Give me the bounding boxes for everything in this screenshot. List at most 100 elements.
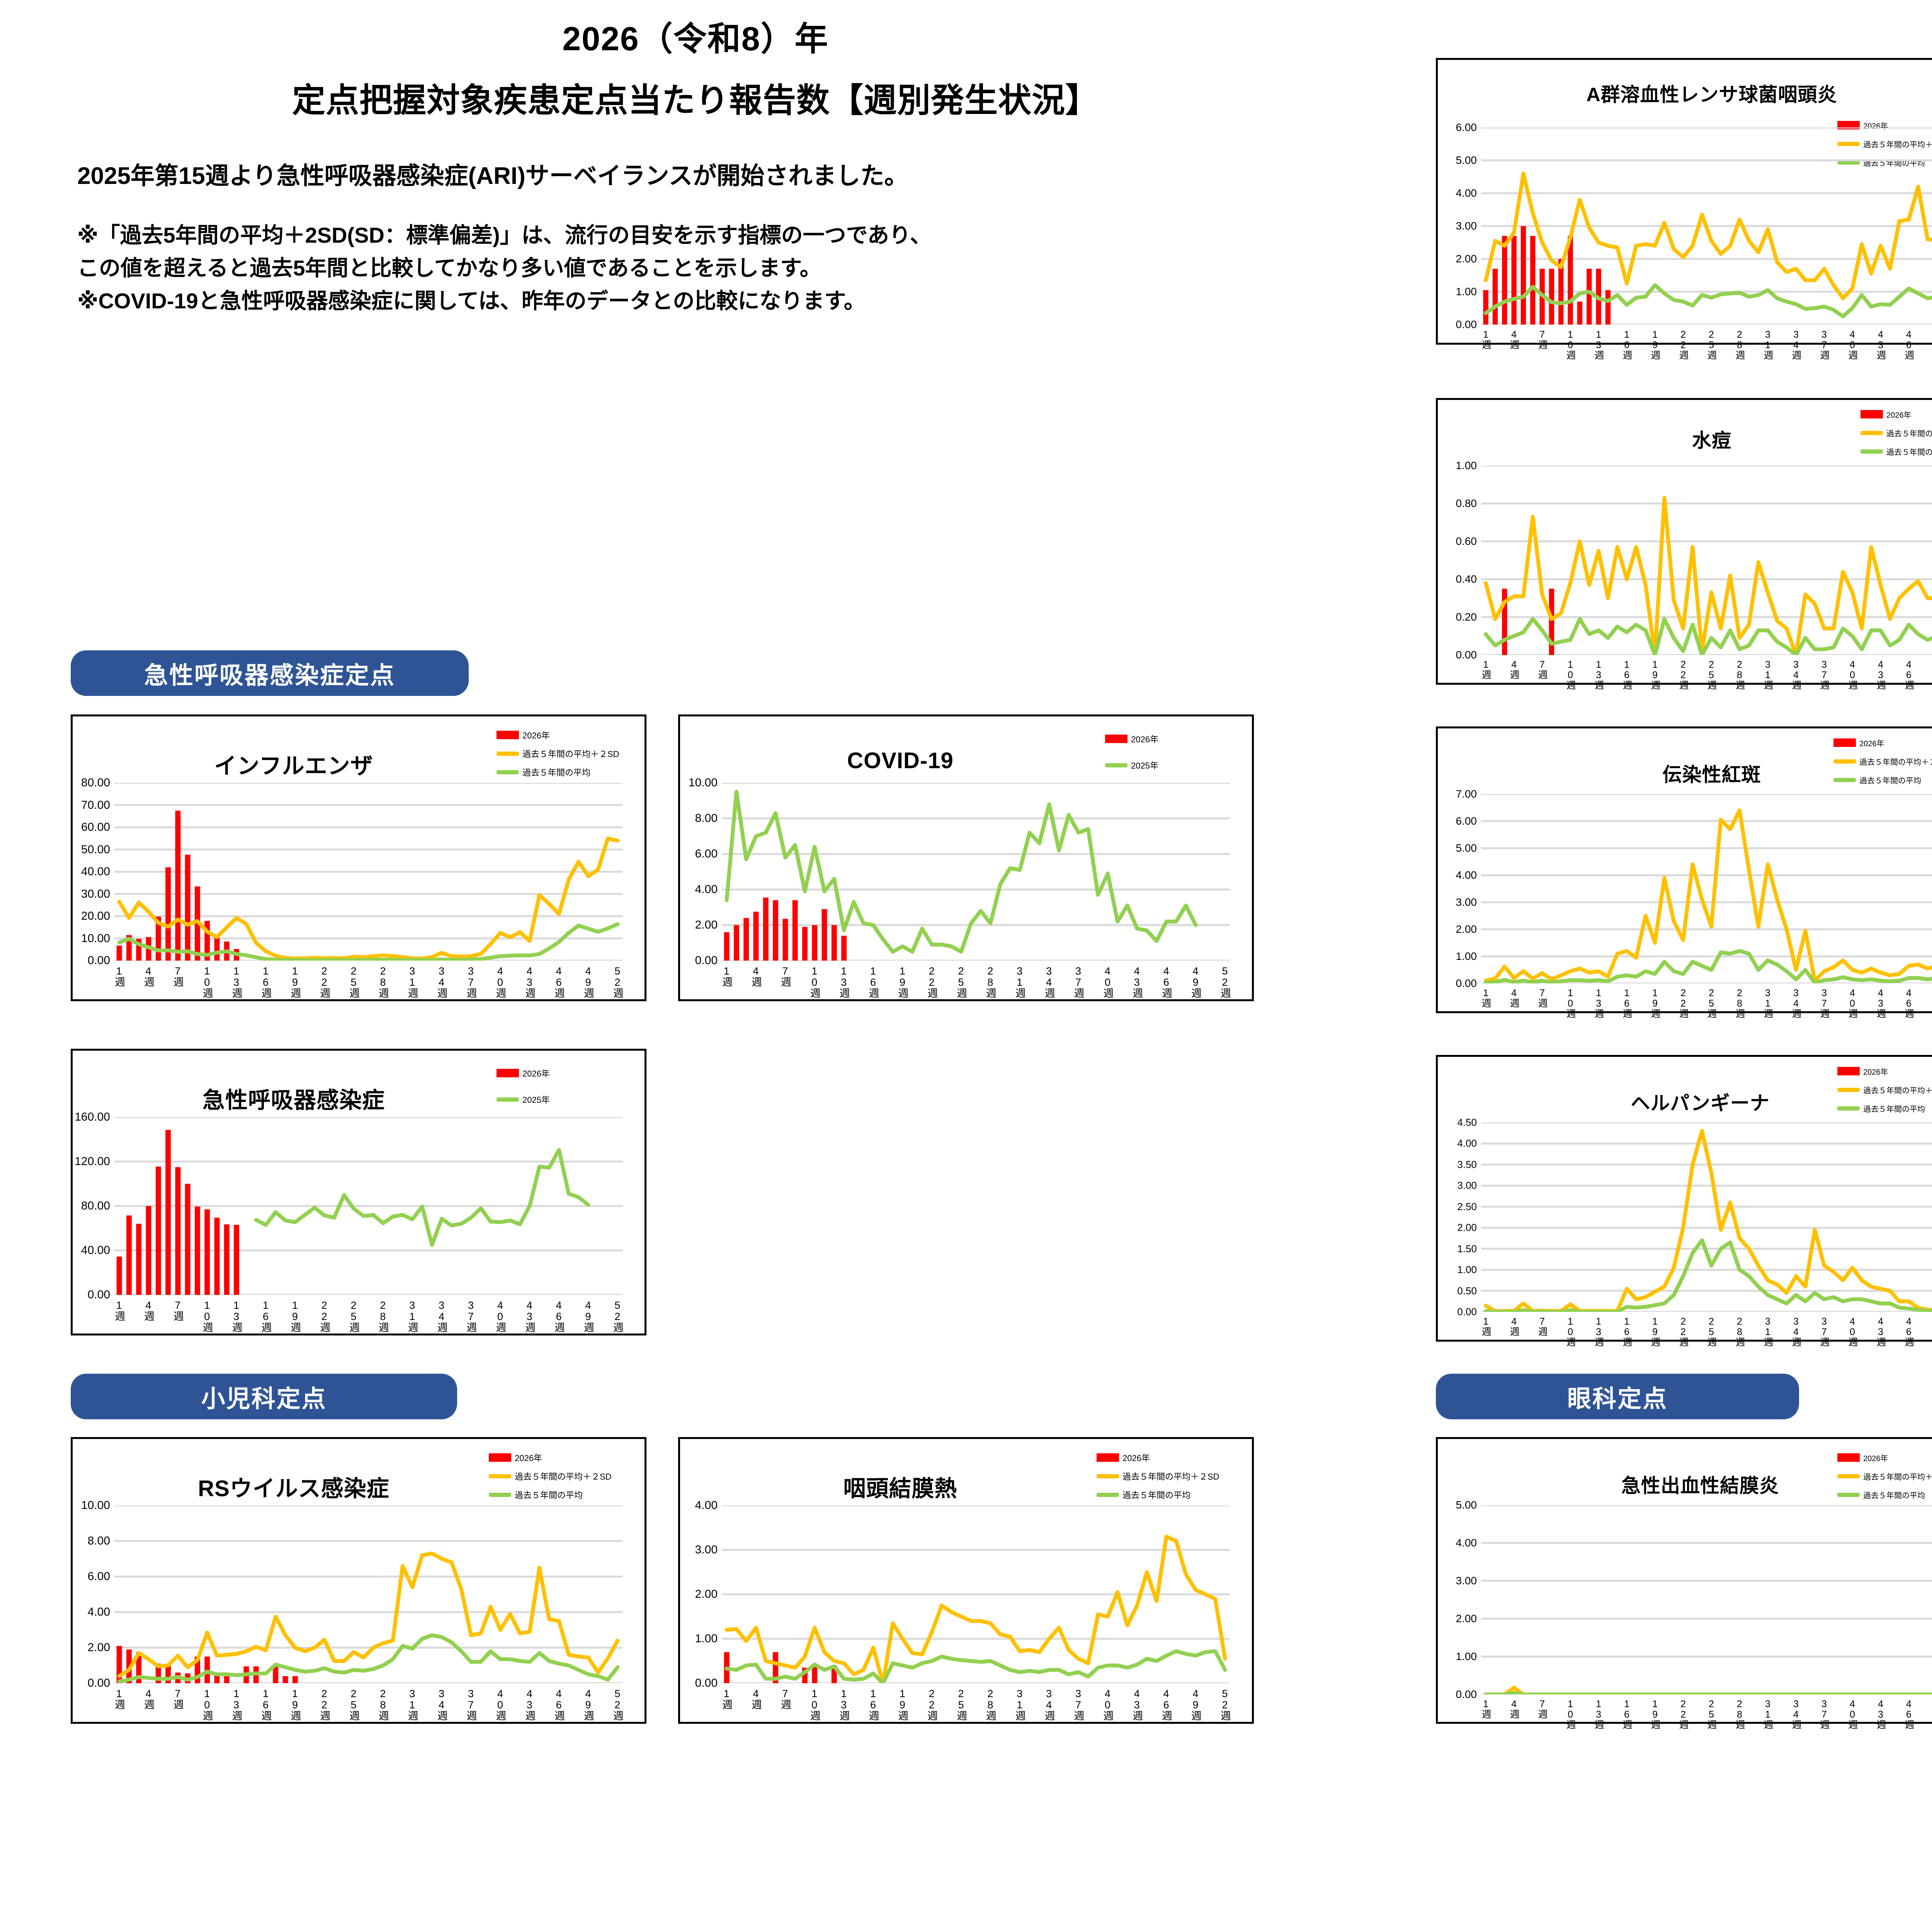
plot-area-covid19: [722, 783, 1230, 961]
y-axis-tick-label: 10.00: [81, 1499, 110, 1512]
y-axis-tick-label: 1.00: [1456, 459, 1477, 471]
y-axis-tick-label: 4.00: [1456, 187, 1477, 199]
legend-item: 過去５年間の平均＋２SD: [497, 744, 619, 763]
x-axis-tick-label: 1週: [113, 1300, 125, 1321]
page-title-year: 2026（令和8）年: [562, 20, 829, 58]
y-axis-tick-label: 20.00: [81, 910, 110, 922]
x-axis-tick-label: 22週: [1678, 988, 1689, 1018]
plot-area-erythema_infectiosum: [1481, 794, 1932, 983]
legend-line-swatch: [1837, 160, 1860, 165]
x-axis-tick-label: 37週: [1818, 1316, 1830, 1346]
x-axis-tick-label: 46週: [1903, 1699, 1914, 1729]
legend-item: 過去５年間の平均＋２SD: [1833, 752, 1932, 771]
x-axis-tick-label: 25週: [348, 965, 360, 998]
x-axis-tick-label: 13週: [1593, 329, 1604, 359]
y-axis-tick-label: 2.00: [1456, 253, 1477, 265]
legend-label: 2026年: [1863, 1068, 1888, 1077]
legend-label: 過去５年間の平均: [1122, 1490, 1191, 1500]
x-axis-tick-label: 52週: [1219, 965, 1231, 998]
legend-label: 過去５年間の平均＋２SD: [1863, 140, 1932, 149]
y-axis-tick-label: 0.00: [87, 1288, 110, 1301]
x-axis-tick-label: 46週: [553, 1688, 565, 1720]
x-axis-tick-label: 49週: [1930, 659, 1932, 689]
x-axis-tick-label: 19週: [1650, 1316, 1661, 1346]
x-axis-tick-label: 49週: [582, 965, 594, 998]
y-axis-tick-label: 2.00: [1457, 1221, 1477, 1233]
legend-bar-swatch: [1837, 1067, 1860, 1075]
legend-label: 過去５年間の平均: [1863, 1491, 1925, 1500]
x-axis-tick-label: 22週: [1678, 659, 1689, 689]
x-axis-tick-label: 4週: [143, 1688, 154, 1709]
y-axis-tick-label: 1.50: [1457, 1243, 1477, 1255]
y-axis-tick-label: 0.00: [87, 954, 110, 967]
x-axis-tick-label: 22週: [318, 1688, 330, 1720]
legend-label: 2025年: [1131, 761, 1158, 771]
y-axis-tick-label: 5.00: [1456, 154, 1477, 166]
legend-line-swatch: [1861, 449, 1883, 454]
x-axis-tick-label: 49週: [1930, 1699, 1932, 1729]
x-axis-tick-label: 31週: [1762, 1699, 1773, 1729]
legend-bar-swatch: [489, 1453, 511, 1462]
x-axis-tick-label: 49週: [1930, 988, 1932, 1018]
legend-item: 2025年: [497, 1086, 550, 1112]
legend-item: 過去５年間の平均: [1861, 442, 1932, 461]
note-2sd-line1: ※「過去5年間の平均＋2SD(SD：標準偏差)」は、流行の目安を示す指標の一つで…: [77, 223, 932, 247]
x-axis-tick-label: 43週: [1875, 988, 1886, 1018]
x-axis-tick-label: 37週: [465, 1688, 477, 1720]
chart-legend: 2026年過去５年間の平均＋２SD 過去５年間の平均: [497, 726, 619, 781]
x-axis-tick-label: 43週: [524, 965, 536, 998]
legend-item: 過去５年間の平均: [497, 763, 619, 781]
x-axis-tick-label: 31週: [1762, 988, 1773, 1018]
legend-item: 過去５年間の平均: [1097, 1485, 1219, 1504]
x-axis-tick-label: 16週: [1621, 1699, 1633, 1729]
x-axis-tick-label: 49週: [1930, 1316, 1932, 1346]
y-axis-tick-label: 6.00: [1456, 121, 1477, 133]
y-axis-tick-label: 2.00: [87, 1641, 110, 1654]
x-axis-tick-label: 7週: [1537, 1316, 1548, 1336]
x-axis-tick-label: 16週: [1621, 988, 1633, 1018]
y-axis-tick-label: 40.00: [81, 865, 110, 878]
legend-label: 2026年: [515, 1453, 542, 1463]
x-axis-tick-label: 49週: [1189, 1688, 1201, 1720]
legend-item: 2026年: [1837, 1062, 1932, 1080]
legend-label: 2026年: [1863, 1454, 1888, 1463]
legend-label: 過去５年間の平均＋２SD: [515, 1472, 612, 1482]
x-axis-tick-label: 34週: [1043, 965, 1055, 998]
x-axis-tick-label: 1週: [1480, 1316, 1492, 1336]
x-axis-tick-label: 1週: [1480, 329, 1492, 349]
x-axis-tick-label: 40週: [494, 965, 506, 998]
plot-area-group_a_strep: [1481, 128, 1932, 325]
x-axis-tick-label: 25週: [348, 1300, 360, 1332]
legend-item: 過去５年間の平均＋２SD: [1837, 134, 1932, 153]
x-axis-tick-label: 37週: [1072, 1688, 1084, 1720]
x-axis-tick-label: 16週: [260, 1300, 272, 1332]
x-axis-tick-label: 28週: [377, 1688, 389, 1720]
x-axis-tick-label: 37週: [1818, 659, 1830, 689]
y-axis-tick-label: 3.50: [1457, 1158, 1477, 1170]
x-axis-tick-label: 25週: [348, 1688, 360, 1720]
x-axis-tick-label: 52週: [611, 965, 623, 998]
legend-item: 過去５年間の平均: [1837, 1099, 1932, 1118]
ari-surveillance-note: 2025年第15週より急性呼吸器感染症(ARI)サーベイランスが開始されました。: [77, 163, 908, 189]
x-axis-tick-label: 31週: [1762, 329, 1773, 359]
y-axis-tick-label: 1.00: [695, 1632, 718, 1645]
plot-area-acute_hemorrhagic_conjunctivitis: [1481, 1505, 1932, 1694]
y-axis-tick-label: 30.00: [81, 887, 110, 900]
x-axis-tick-label: 13週: [838, 1688, 850, 1720]
y-axis-tick-label: 0.00: [87, 1677, 110, 1689]
x-axis-tick-label: 52週: [1219, 1688, 1231, 1720]
x-axis-tick-label: 43週: [524, 1300, 536, 1332]
x-axis-tick-label: 1週: [1480, 988, 1492, 1007]
y-axis-tick-label: 0.00: [1457, 1306, 1477, 1318]
x-axis-tick-label: 13週: [230, 1688, 242, 1720]
x-axis-tick-label: 19週: [289, 965, 301, 998]
chart-title-herpangina: ヘルパンギーナ: [1631, 1092, 1770, 1114]
y-axis-tick-label: 70.00: [81, 798, 110, 811]
x-axis-tick-label: 31週: [1762, 659, 1773, 689]
x-axis-tick-label: 46週: [553, 1300, 565, 1332]
x-axis-tick-label: 4週: [750, 965, 762, 987]
x-axis-tick-label: 28週: [984, 965, 996, 998]
x-axis-tick-label: 22週: [926, 1688, 938, 1720]
